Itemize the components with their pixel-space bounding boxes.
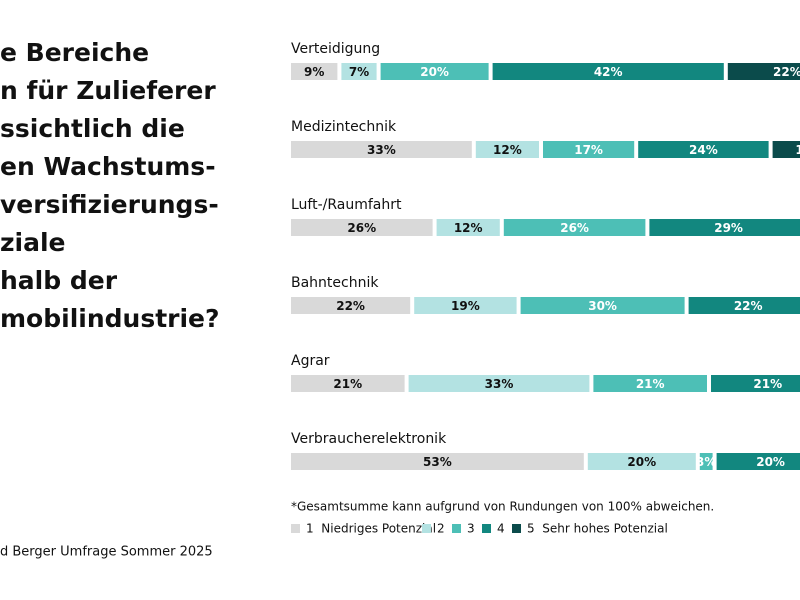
legend-swatch — [482, 524, 491, 533]
value-label: 22% — [336, 299, 365, 313]
value-label: 14% — [795, 143, 800, 157]
legend-swatch — [422, 524, 431, 533]
bar-segment — [727, 63, 800, 80]
bar-segment — [711, 375, 800, 392]
value-label: 20% — [420, 65, 449, 79]
bar-segment — [291, 297, 411, 314]
bar-segment — [649, 219, 800, 236]
legend-label: 2 — [437, 522, 445, 536]
value-label: 9% — [304, 65, 324, 79]
legend-label: 5 Sehr hohes Potenzial — [527, 522, 668, 536]
category-label: Agrar — [291, 353, 330, 369]
legend-swatch — [512, 524, 521, 533]
value-label: 42% — [594, 65, 623, 79]
value-label: 21% — [636, 377, 665, 391]
value-label: 21% — [333, 377, 362, 391]
bar-segment — [291, 219, 433, 236]
value-label: 29% — [714, 221, 743, 235]
title-line: ziale — [0, 228, 66, 257]
bar-segment — [688, 297, 800, 314]
bar-segment — [291, 453, 584, 470]
legend-swatch — [452, 524, 461, 533]
legend-label: 4 — [497, 522, 505, 536]
value-label: 21% — [753, 377, 782, 391]
value-label: 12% — [493, 143, 522, 157]
bar-segment — [341, 63, 377, 80]
title-line: n für Zulieferer — [0, 76, 216, 105]
bar-segment — [380, 63, 489, 80]
legend-label: 3 — [467, 522, 475, 536]
legend-label: 1 Niedriges Potenzial — [306, 522, 436, 536]
value-label: 20% — [756, 455, 785, 469]
value-label: 12% — [454, 221, 483, 235]
category-label: Verbraucherelektronik — [291, 431, 447, 447]
bar-segment — [408, 375, 590, 392]
bar-segment — [414, 297, 517, 314]
bar-segment — [520, 297, 685, 314]
bar-segment — [291, 63, 338, 80]
value-label: 17% — [574, 143, 603, 157]
bar-segment — [699, 453, 713, 470]
bar-segment — [638, 141, 769, 158]
category-label: Medizintechnik — [291, 119, 397, 135]
value-label: 30% — [588, 299, 617, 313]
bar-segment — [543, 141, 635, 158]
bar-segment — [475, 141, 539, 158]
bar-segment — [291, 141, 472, 158]
title-line: en Wachstums- — [0, 152, 216, 181]
value-label: 19% — [451, 299, 480, 313]
title-line: mobilindustrie? — [0, 304, 220, 333]
title-line: halb der — [0, 266, 118, 295]
bar-segment — [593, 375, 707, 392]
source: d Berger Umfrage Sommer 2025 — [0, 545, 213, 560]
value-label: 22% — [773, 65, 800, 79]
category-label: Verteidigung — [291, 41, 380, 57]
title-line: ssichtlich die — [0, 114, 185, 143]
title-line: versifizierungs- — [0, 190, 219, 219]
category-label: Luft-/Raumfahrt — [291, 197, 402, 213]
value-label: 20% — [627, 455, 656, 469]
bar-segment — [587, 453, 696, 470]
value-label: 33% — [485, 377, 514, 391]
title-line: e Bereiche — [0, 38, 149, 67]
value-label: 26% — [560, 221, 589, 235]
value-label: 33% — [367, 143, 396, 157]
value-label: 53% — [423, 455, 452, 469]
bar-segment — [503, 219, 646, 236]
value-label: 7% — [349, 65, 369, 79]
legend-swatch — [291, 524, 300, 533]
bar-segment — [291, 375, 405, 392]
bar-segment — [492, 63, 724, 80]
bar-segment — [716, 453, 800, 470]
bar-segment — [436, 219, 500, 236]
category-label: Bahntechnik — [291, 275, 379, 291]
value-label: 22% — [734, 299, 763, 313]
bar-segment — [772, 141, 800, 158]
note: *Gesamtsumme kann aufgrund von Rundungen… — [291, 500, 714, 514]
value-label: 26% — [347, 221, 376, 235]
value-label: 3% — [696, 455, 716, 469]
value-label: 24% — [689, 143, 718, 157]
